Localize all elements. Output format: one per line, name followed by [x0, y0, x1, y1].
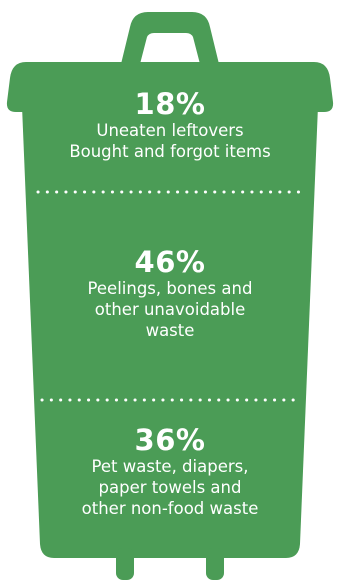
segment-line: Peelings, bones and [87, 279, 253, 298]
segment-line: Bought and forgot items [69, 142, 271, 161]
segment-line: Uneaten leftovers [96, 121, 244, 140]
bin-handle [121, 12, 219, 64]
segment-line: Pet waste, diapers, [91, 457, 249, 476]
bin-lid [6, 62, 334, 112]
segment-non-food: 36% Pet waste, diapers, paper towels and… [40, 424, 300, 519]
segment-line: other non-food waste [81, 499, 259, 518]
segment-percent: 36% [134, 423, 206, 457]
bin-wheel-right [206, 548, 224, 580]
segment-line: paper towels and [98, 478, 242, 497]
bin-body [22, 106, 318, 558]
segment-line: waste [145, 321, 195, 340]
segment-line: other unavoidable [94, 300, 246, 319]
segment-leftovers: 18% Uneaten leftovers Bought and forgot … [40, 88, 300, 162]
bin-wheel-left [116, 548, 134, 580]
segment-percent: 46% [134, 245, 206, 279]
segment-percent: 18% [134, 87, 206, 121]
segment-unavoidable: 46% Peelings, bones and other unavoidabl… [40, 246, 300, 341]
